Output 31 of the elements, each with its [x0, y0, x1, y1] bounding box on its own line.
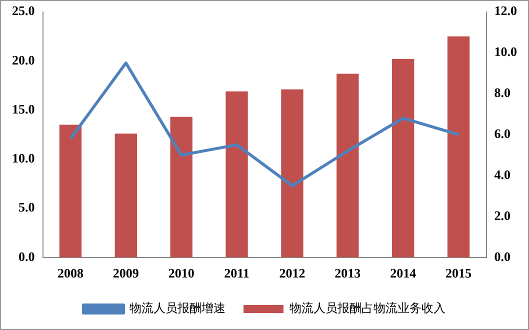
y2-tick-label: 2.0 — [494, 208, 510, 223]
y2-tick-label: 4.0 — [494, 166, 510, 182]
x-tick-label: 2015 — [446, 266, 472, 281]
x-tick-label: 2010 — [168, 266, 194, 281]
x-tick-label: 2013 — [334, 266, 362, 281]
y-tick-label: 0.0 — [18, 248, 35, 264]
bar — [447, 36, 470, 258]
y2-tick-label: 8.0 — [494, 85, 510, 100]
bar — [59, 124, 82, 258]
bar — [170, 116, 192, 258]
x-tick-label: 2014 — [390, 266, 417, 281]
y-tick-label: 20.0 — [12, 52, 35, 68]
y2-tick-label: 10.0 — [494, 44, 517, 60]
bar — [281, 89, 304, 258]
y2-tick-label: 6.0 — [494, 126, 510, 141]
x-tick-label: 2012 — [279, 266, 306, 281]
legend-label: 物流人员报酬增速 — [130, 301, 226, 316]
x-tick-label: 2011 — [224, 266, 250, 281]
y2-tick-label: 12.0 — [494, 3, 517, 18]
legend-label: 物流人员报酬占物流业务收入 — [290, 301, 446, 316]
bar — [226, 91, 248, 258]
bar — [392, 58, 414, 258]
y2-tick-label: 0.0 — [494, 248, 510, 264]
x-tick-label: 2009 — [112, 266, 140, 281]
bar — [336, 74, 359, 258]
bar — [114, 134, 137, 258]
y-tick-label: 5.0 — [18, 200, 35, 215]
x-tick-label: 2008 — [57, 266, 84, 281]
y-tick-label: 10.0 — [12, 150, 35, 166]
y-tick-label: 15.0 — [12, 101, 35, 116]
y-tick-label: 25.0 — [12, 3, 35, 18]
